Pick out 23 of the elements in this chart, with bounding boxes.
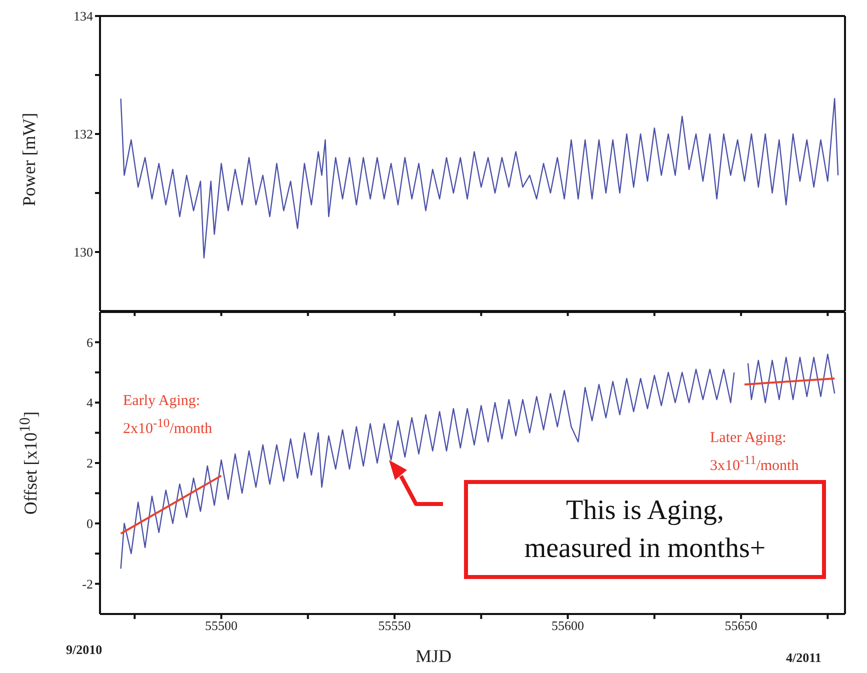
y-tick-label: 130 [74,244,93,260]
annotation: Early Aging: [123,393,200,410]
x-axis-title: MJD [415,646,452,666]
line-series [120,98,839,258]
x-tick-label: 55550 [378,618,411,634]
y-axis-title: Power [mW] [20,112,40,206]
annotation: 3x10$^{-11}$/month [710,453,799,475]
annotation: This is Aging, measured in months+ [523,494,767,566]
x-tick-label: 55650 [724,618,758,634]
annotation: 2x10$^{-10}$/month [123,416,212,438]
annotation: Later Aging: [710,430,786,447]
y-tick-label: 4 [86,395,94,410]
x-tick-label: 55600 [552,618,584,634]
text: 9/2010 [66,642,102,658]
text: 4/2011 [786,650,822,666]
y-tick-label: 0 [86,516,93,532]
x-tick-label: 55500 [205,618,238,634]
callout-box: This is Aging, measured in months+ [464,480,826,579]
y-tick-label: 6 [86,334,94,350]
y-tick-label: 134 [74,8,94,24]
y-tick-label: 2 [86,456,93,471]
y-tick-label: -2 [82,576,93,592]
y-tick-label: 132 [74,126,93,142]
